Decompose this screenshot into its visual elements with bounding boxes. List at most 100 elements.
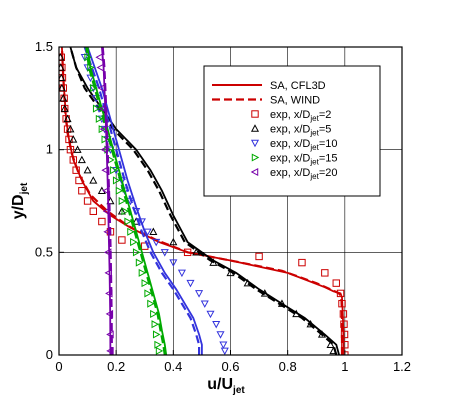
- exp-point: [206, 310, 215, 319]
- sa-wind-line: [101, 47, 113, 355]
- exp-point: [77, 155, 86, 164]
- exp-point: [219, 341, 228, 349]
- exp-point: [200, 300, 209, 308]
- series-5: [95, 47, 114, 355]
- exp-point: [59, 73, 66, 82]
- exp-point: [138, 268, 147, 277]
- exp-point: [298, 258, 306, 267]
- exp-point: [110, 166, 118, 175]
- exp-point: [149, 227, 158, 236]
- exp-point: [155, 346, 164, 355]
- exp-point: [92, 104, 101, 113]
- exp-point: [130, 238, 138, 247]
- exp-point: [118, 236, 126, 244]
- exp-point: [73, 145, 82, 153]
- x-tick-label: 1.2: [393, 359, 411, 374]
- exp-point: [137, 218, 146, 226]
- exp-point: [326, 340, 335, 348]
- x-tick-label: 0.6: [221, 359, 239, 374]
- exp-point: [150, 309, 158, 318]
- series-layer: [59, 47, 349, 355]
- legend-entry: exp, x/Djet=10: [250, 138, 337, 152]
- x-tick-label: 0.8: [279, 359, 297, 374]
- exp-point: [98, 217, 106, 226]
- legend-marker: [250, 167, 259, 177]
- exp-point: [59, 53, 65, 61]
- exp-point: [118, 196, 127, 206]
- exp-point: [102, 186, 110, 195]
- x-tick-label: 0.2: [107, 359, 125, 374]
- exp-point: [69, 135, 78, 143]
- sa-wind-line: [61, 51, 344, 355]
- exp-point: [59, 83, 66, 92]
- exp-point: [152, 330, 161, 339]
- exp-point: [216, 331, 225, 339]
- legend-label: SA, WIND: [270, 95, 320, 107]
- exp-point: [101, 135, 109, 144]
- y-axis-title: y/Djet: [10, 182, 30, 219]
- exp-point: [169, 237, 178, 246]
- legend-entry: SA, WIND: [212, 95, 320, 107]
- legend-marker: [251, 110, 259, 118]
- exp-point: [83, 197, 92, 205]
- legend-entry: exp, x/Djet=5: [250, 124, 331, 138]
- legend-label: exp, x/Djet=15: [270, 153, 337, 167]
- exp-point: [124, 217, 132, 226]
- exp-point: [95, 53, 103, 62]
- sa-cfl3d-line: [101, 47, 112, 355]
- exp-point: [169, 259, 178, 267]
- legend-marker: [250, 124, 260, 132]
- legend-label: exp, x/Djet=10: [270, 138, 337, 152]
- exp-point: [59, 94, 68, 102]
- x-axis-title: u/Ujet: [207, 376, 245, 396]
- sa-wind-line: [83, 47, 201, 355]
- exp-point: [160, 249, 169, 257]
- exp-point: [63, 114, 72, 123]
- legend-entry: exp, x/Djet=2: [251, 109, 331, 123]
- exp-point: [78, 187, 86, 195]
- exp-point: [132, 248, 141, 257]
- exp-point: [127, 227, 135, 236]
- exp-point: [177, 269, 186, 278]
- exp-point: [83, 165, 92, 174]
- sa-cfl3d-line: [86, 47, 168, 355]
- legend-label: SA, CFL3D: [270, 80, 326, 92]
- legend-marker: [251, 153, 260, 162]
- series-1: [59, 47, 349, 355]
- exp-point: [66, 124, 75, 133]
- sa-wind-line: [69, 47, 338, 355]
- legend-entry: exp, x/Djet=15: [251, 153, 337, 167]
- exp-point: [60, 104, 69, 112]
- sa-wind-line: [85, 47, 166, 355]
- exp-point: [89, 176, 98, 184]
- exp-point: [141, 279, 150, 288]
- exp-point: [102, 207, 111, 216]
- tick-marks: 0 0.2 0.4 0.6 0.8 1 1.2 0 0.5 1 1.5: [35, 39, 411, 374]
- exp-point: [321, 269, 329, 277]
- sa-cfl3d-line: [86, 47, 203, 355]
- x-tick-label: 0: [55, 359, 62, 374]
- y-tick-label: 0: [46, 347, 53, 362]
- exp-point: [195, 290, 204, 298]
- exp-point: [115, 186, 124, 195]
- exp-point: [95, 114, 104, 123]
- exp-point: [147, 299, 155, 308]
- exp-point: [186, 279, 195, 288]
- y-tick-label: 0.5: [35, 244, 53, 259]
- series-4: [84, 47, 168, 355]
- legend-label: exp, x/Djet=2: [270, 109, 331, 123]
- exp-point: [255, 252, 263, 261]
- exp-point: [220, 347, 229, 355]
- exp-point: [332, 279, 340, 287]
- x-tick-label: 0.4: [164, 359, 182, 374]
- exp-point: [121, 207, 129, 216]
- exp-point: [104, 268, 112, 277]
- legend-marker: [250, 139, 260, 148]
- legend-box: [203, 65, 381, 197]
- legend-label: exp, x/Djet=5: [270, 124, 331, 138]
- exp-point: [340, 330, 349, 339]
- legend-entry: exp, x/Djet=20: [250, 167, 337, 181]
- exp-point: [154, 340, 162, 349]
